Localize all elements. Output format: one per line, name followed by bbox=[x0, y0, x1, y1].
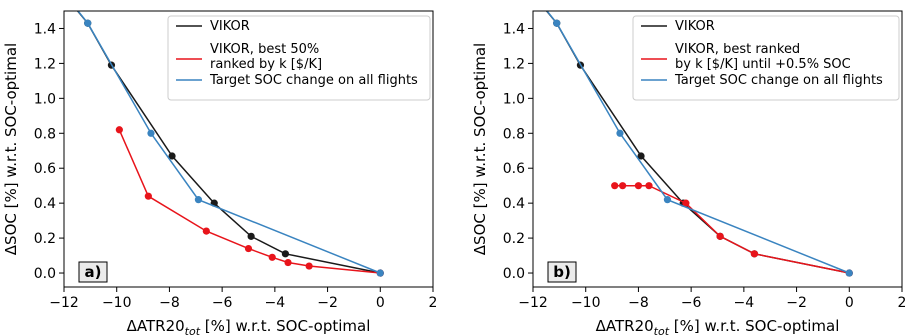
y-tick-label: 0.6 bbox=[503, 161, 525, 177]
x-tick-label: −8 bbox=[628, 295, 649, 311]
x-axis-label: ΔATR20tot [%] w.r.t. SOC-optimal bbox=[596, 317, 840, 335]
legend-box bbox=[167, 15, 431, 101]
y-tick-label: 0.2 bbox=[503, 231, 525, 247]
data-point bbox=[619, 182, 627, 190]
data-point bbox=[144, 192, 152, 200]
plot-frame bbox=[63, 10, 434, 288]
data-point bbox=[84, 19, 92, 27]
y-tick-label: 0.0 bbox=[503, 266, 525, 282]
legend: VIKOR VIKOR, best ranked by k [$/K] until… bbox=[632, 15, 900, 101]
y-tick-label: 1.2 bbox=[503, 56, 525, 72]
panel-label-text: a) bbox=[85, 263, 102, 281]
y-tick-label: 0.8 bbox=[503, 126, 525, 142]
data-point bbox=[194, 196, 203, 204]
x-tick-label: −2 bbox=[786, 295, 807, 311]
y-tick-label: 0.6 bbox=[34, 161, 56, 177]
legend: VIKOR VIKOR, best 50% ranked by k [$/K]Ta… bbox=[167, 15, 431, 101]
data-point bbox=[611, 182, 619, 190]
data-point bbox=[616, 129, 624, 137]
data-point bbox=[716, 232, 724, 240]
panel-label: b) bbox=[547, 261, 577, 283]
data-point bbox=[750, 250, 759, 258]
series-2 bbox=[115, 126, 384, 277]
legend-label: VIKOR, best 50% bbox=[210, 42, 319, 57]
data-point bbox=[202, 227, 210, 235]
chart-panel-1: −12 −10 −8 −6 −4 −2 0 2 0.0 0.2 0.4 0.6 0.8 1.0 1.2 1.4… bbox=[2, 10, 438, 335]
data-point bbox=[244, 244, 253, 253]
x-axis-label: ΔATR20tot [%] w.r.t. SOC-optimal bbox=[127, 317, 371, 335]
legend-label: Target SOC change on all flights bbox=[209, 73, 418, 88]
legend-label: Target SOC change on all flights bbox=[674, 73, 883, 88]
y-tick-label: 0.4 bbox=[503, 196, 525, 212]
data-point bbox=[168, 152, 176, 160]
panel-label-box bbox=[78, 261, 108, 283]
x-tick-label: 0 bbox=[845, 295, 854, 311]
x-tick-label: 2 bbox=[429, 295, 438, 311]
legend-label: VIKOR bbox=[675, 19, 715, 34]
y-tick-label: 0.8 bbox=[34, 126, 56, 142]
data-point bbox=[268, 253, 276, 261]
y-tick-label: 1.0 bbox=[34, 91, 56, 107]
y-tick-label: 1.4 bbox=[34, 21, 56, 37]
data-point bbox=[845, 269, 853, 277]
series-3 bbox=[77, 11, 384, 277]
legend-box bbox=[632, 15, 900, 101]
data-point bbox=[115, 126, 123, 134]
x-tick-label: −10 bbox=[102, 295, 132, 311]
data-point bbox=[376, 269, 384, 277]
x-tick-label: −12 bbox=[49, 295, 79, 311]
panel-label-box bbox=[547, 261, 577, 283]
data-point bbox=[634, 182, 643, 190]
y-tick-label: 1.0 bbox=[503, 91, 525, 107]
data-point bbox=[663, 196, 672, 204]
y-tick-label: 1.4 bbox=[503, 21, 525, 37]
x-tick-label: −12 bbox=[518, 295, 548, 311]
x-tick-label: −6 bbox=[681, 295, 702, 311]
x-tick-label: −4 bbox=[265, 295, 286, 311]
data-point bbox=[553, 19, 561, 27]
y-tick-label: 0.4 bbox=[34, 196, 56, 212]
legend-label: by k [$/K] until +0.5% SOC bbox=[675, 57, 851, 72]
x-tick-label: −2 bbox=[317, 295, 338, 311]
data-point bbox=[305, 262, 313, 270]
legend-label: VIKOR, best ranked bbox=[675, 42, 800, 57]
x-tick-label: −4 bbox=[734, 295, 755, 311]
x-tick-label: −10 bbox=[571, 295, 601, 311]
data-point bbox=[284, 258, 292, 267]
panel-label-text: b) bbox=[553, 263, 571, 281]
x-tick-label: 0 bbox=[376, 295, 385, 311]
plot-frame bbox=[532, 10, 903, 288]
data-point bbox=[682, 199, 690, 207]
series-3 bbox=[546, 11, 853, 277]
series-line bbox=[614, 184, 850, 274]
x-tick-label: −6 bbox=[212, 295, 233, 311]
y-axis-label: ΔSOC [%] w.r.t. SOC-optimal bbox=[471, 43, 489, 255]
x-tick-label: −8 bbox=[159, 295, 180, 311]
data-point bbox=[645, 182, 653, 190]
y-tick-label: 1.2 bbox=[34, 56, 56, 72]
data-point bbox=[637, 152, 645, 160]
data-point bbox=[147, 129, 155, 137]
data-point bbox=[281, 250, 289, 258]
legend-label: ranked by k [$/K] bbox=[210, 57, 322, 72]
data-point bbox=[247, 232, 255, 240]
x-tick-label: 2 bbox=[898, 295, 907, 311]
legend-label: VIKOR bbox=[210, 19, 250, 34]
y-tick-label: 0.2 bbox=[34, 231, 56, 247]
y-axis-label: ΔSOC [%] w.r.t. SOC-optimal bbox=[2, 43, 20, 255]
y-tick-label: 0.0 bbox=[34, 266, 56, 282]
panel-label: a) bbox=[78, 261, 108, 283]
chart-panel-2: −12 −10 −8 −6 −4 −2 0 2 0.0 0.2 0.4 0.6 0.8 1.0 1.2 1.4… bbox=[471, 10, 907, 335]
series-2 bbox=[611, 182, 853, 277]
